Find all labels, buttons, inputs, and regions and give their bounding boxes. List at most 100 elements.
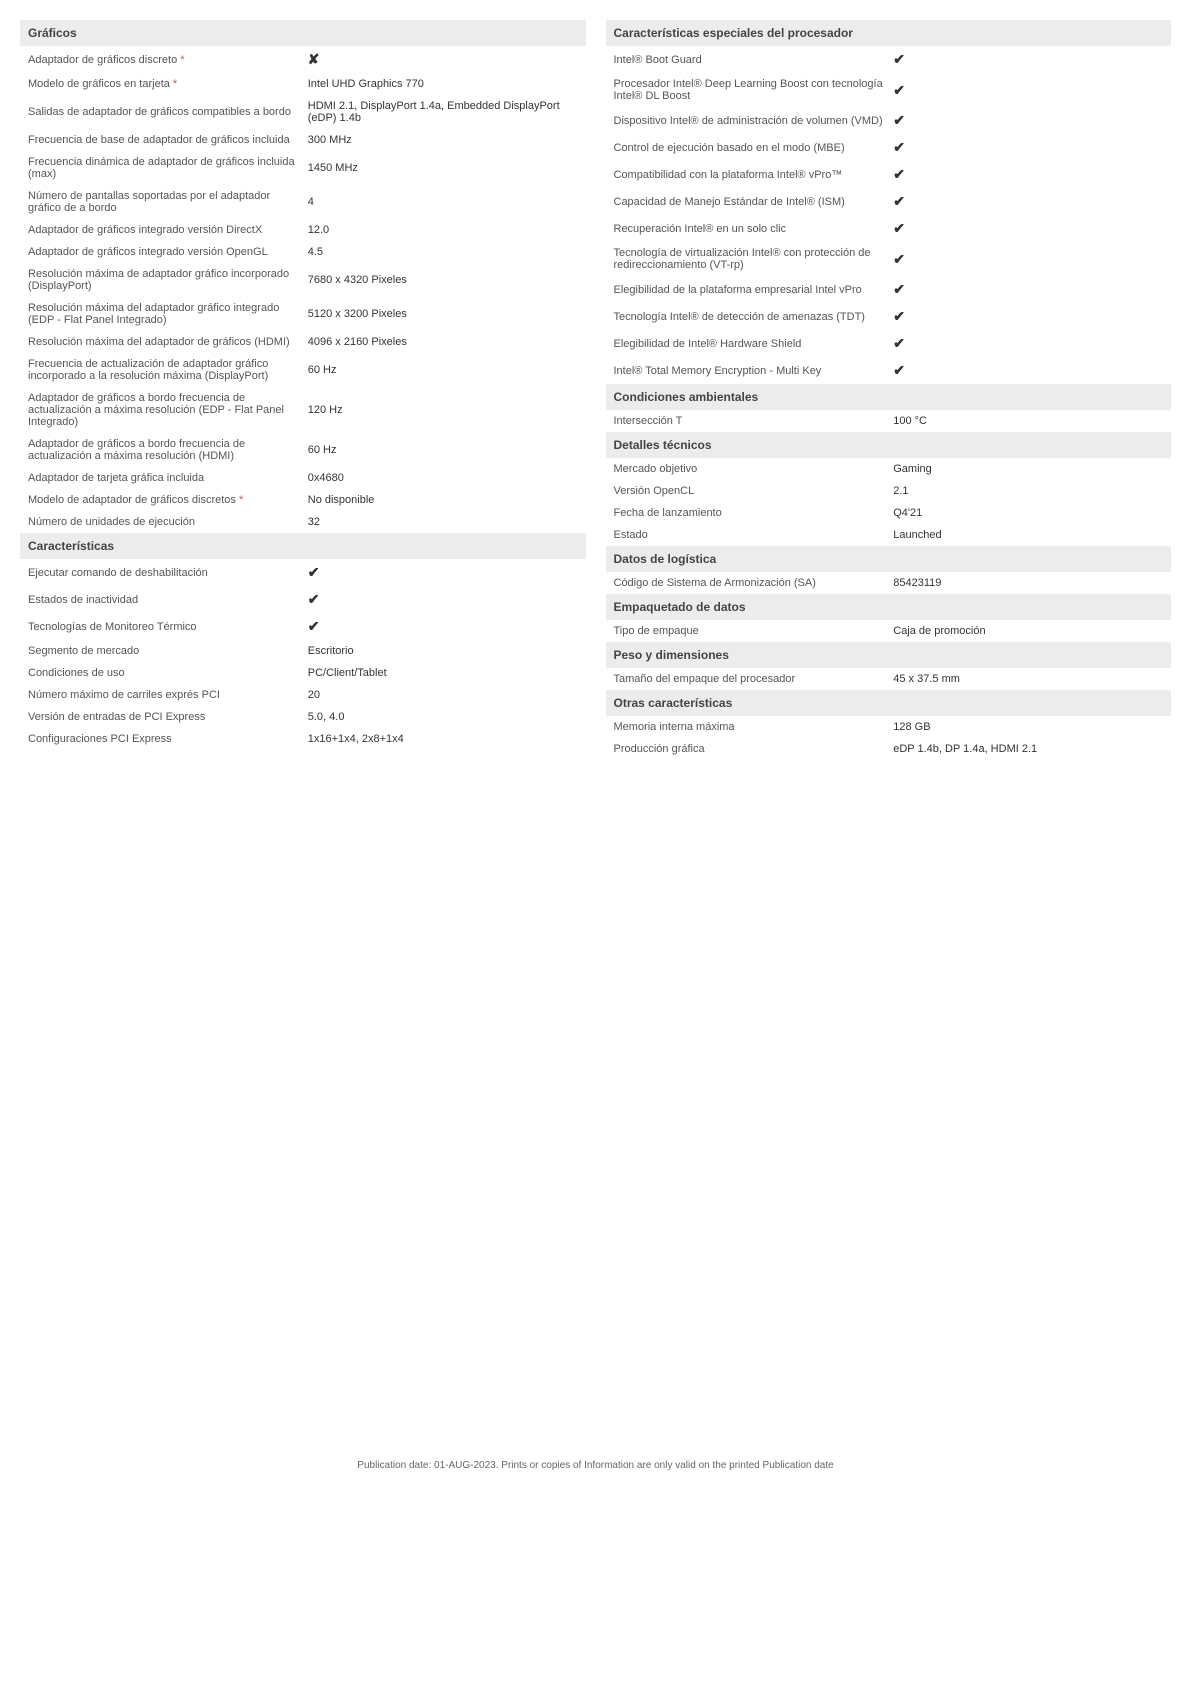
spec-label: Modelo de gráficos en tarjeta *	[28, 78, 308, 90]
spec-value: 300 MHz	[308, 134, 578, 146]
spec-value: Intel UHD Graphics 770	[308, 78, 578, 90]
spec-label: Elegibilidad de la plataforma empresaria…	[614, 284, 894, 296]
spec-row: Recuperación Intel® en un solo clic ✔	[606, 215, 1172, 242]
spec-row: Configuraciones PCI Express 1x16+1x4, 2x…	[20, 728, 586, 750]
spec-value: ✔	[893, 220, 1163, 237]
spec-label: Configuraciones PCI Express	[28, 733, 308, 745]
spec-label: Número de pantallas soportadas por el ad…	[28, 190, 308, 214]
spec-row: Frecuencia dinámica de adaptador de gráf…	[20, 151, 586, 185]
spec-label: Estados de inactividad	[28, 594, 308, 606]
spec-label: Compatibilidad con la plataforma Intel® …	[614, 169, 894, 181]
spec-label: Salidas de adaptador de gráficos compati…	[28, 106, 308, 118]
spec-label: Resolución máxima del adaptador gráfico …	[28, 302, 308, 326]
spec-label: Mercado objetivo	[614, 463, 894, 475]
spec-label: Código de Sistema de Armonización (SA)	[614, 577, 894, 589]
spec-row: Tecnología Intel® de detección de amenaz…	[606, 303, 1172, 330]
spec-value: No disponible	[308, 494, 578, 506]
spec-value: 4.5	[308, 246, 578, 258]
spec-value: ✔	[893, 139, 1163, 156]
spec-label: Adaptador de gráficos discreto *	[28, 54, 308, 66]
spec-row: Versión de entradas de PCI Express 5.0, …	[20, 706, 586, 728]
spec-row: Intel® Total Memory Encryption - Multi K…	[606, 357, 1172, 384]
spec-value: 2.1	[893, 485, 1163, 497]
spec-value: Escritorio	[308, 645, 578, 657]
spec-label: Adaptador de gráficos a bordo frecuencia…	[28, 438, 308, 462]
spec-row: Resolución máxima de adaptador gráfico i…	[20, 263, 586, 297]
spec-row: Adaptador de gráficos a bordo frecuencia…	[20, 387, 586, 433]
spec-row: Adaptador de gráficos a bordo frecuencia…	[20, 433, 586, 467]
spec-label: Intersección T	[614, 415, 894, 427]
spec-row: Condiciones de uso PC/Client/Tablet	[20, 662, 586, 684]
section-header: Gráficos	[20, 20, 586, 46]
spec-value: ✔	[893, 251, 1163, 268]
spec-row: Frecuencia de actualización de adaptador…	[20, 353, 586, 387]
spec-label: Versión de entradas de PCI Express	[28, 711, 308, 723]
spec-value: 1x16+1x4, 2x8+1x4	[308, 733, 578, 745]
spec-value: 85423119	[893, 577, 1163, 589]
spec-row: Adaptador de gráficos integrado versión …	[20, 241, 586, 263]
spec-value: 120 Hz	[308, 404, 578, 416]
spec-row: Tamaño del empaque del procesador 45 x 3…	[606, 668, 1172, 690]
section-header: Detalles técnicos	[606, 432, 1172, 458]
spec-row: Tecnología de virtualización Intel® con …	[606, 242, 1172, 276]
spec-label: Intel® Boot Guard	[614, 54, 894, 66]
spec-value: Launched	[893, 529, 1163, 541]
spec-row: Salidas de adaptador de gráficos compati…	[20, 95, 586, 129]
spec-label: Tamaño del empaque del procesador	[614, 673, 894, 685]
spec-label: Modelo de adaptador de gráficos discreto…	[28, 494, 308, 506]
spec-value: ✘	[308, 51, 578, 68]
spec-value: ✔	[893, 335, 1163, 352]
section-header: Peso y dimensiones	[606, 642, 1172, 668]
spec-value: ✔	[893, 281, 1163, 298]
spec-row: Tipo de empaque Caja de promoción	[606, 620, 1172, 642]
spec-value: 7680 x 4320 Pixeles	[308, 274, 578, 286]
section-header: Condiciones ambientales	[606, 384, 1172, 410]
spec-label: Condiciones de uso	[28, 667, 308, 679]
spec-row: Número de unidades de ejecución 32	[20, 511, 586, 533]
spec-row: Estados de inactividad ✔	[20, 586, 586, 613]
left-column: Gráficos Adaptador de gráficos discreto …	[20, 20, 586, 760]
spec-value: PC/Client/Tablet	[308, 667, 578, 679]
spec-row: Código de Sistema de Armonización (SA) 8…	[606, 572, 1172, 594]
spec-label: Tecnología Intel® de detección de amenaz…	[614, 311, 894, 323]
spec-value: 5120 x 3200 Pixeles	[308, 308, 578, 320]
spec-row: Tecnologías de Monitoreo Térmico ✔	[20, 613, 586, 640]
spec-label: Memoria interna máxima	[614, 721, 894, 733]
spec-row: Capacidad de Manejo Estándar de Intel® (…	[606, 188, 1172, 215]
spec-value: ✔	[893, 166, 1163, 183]
spec-label: Recuperación Intel® en un solo clic	[614, 223, 894, 235]
spec-row: Procesador Intel® Deep Learning Boost co…	[606, 73, 1172, 107]
spec-label: Frecuencia dinámica de adaptador de gráf…	[28, 156, 308, 180]
section-header: Características especiales del procesado…	[606, 20, 1172, 46]
section-header: Empaquetado de datos	[606, 594, 1172, 620]
spec-value: 60 Hz	[308, 444, 578, 456]
spec-row: Adaptador de tarjeta gráfica incluida 0x…	[20, 467, 586, 489]
spec-value: ✔	[308, 564, 578, 581]
section-header: Características	[20, 533, 586, 559]
spec-row: Intel® Boot Guard ✔	[606, 46, 1172, 73]
spec-label: Dispositivo Intel® de administración de …	[614, 115, 894, 127]
spec-row: Número máximo de carriles exprés PCI 20	[20, 684, 586, 706]
spec-value: 20	[308, 689, 578, 701]
spec-row: Elegibilidad de la plataforma empresaria…	[606, 276, 1172, 303]
spec-label: Tipo de empaque	[614, 625, 894, 637]
spec-value: ✔	[893, 193, 1163, 210]
spec-label: Estado	[614, 529, 894, 541]
spec-value: ✔	[893, 362, 1163, 379]
spec-value: HDMI 2.1, DisplayPort 1.4a, Embedded Dis…	[308, 100, 578, 124]
spec-value: Gaming	[893, 463, 1163, 475]
spec-label: Intel® Total Memory Encryption - Multi K…	[614, 365, 894, 377]
main-columns: Gráficos Adaptador de gráficos discreto …	[20, 20, 1171, 760]
spec-label: Versión OpenCL	[614, 485, 894, 497]
spec-row: Mercado objetivo Gaming	[606, 458, 1172, 480]
spec-value: 100 °C	[893, 415, 1163, 427]
spec-label: Control de ejecución basado en el modo (…	[614, 142, 894, 154]
spec-label: Producción gráfica	[614, 743, 894, 755]
spec-row: Dispositivo Intel® de administración de …	[606, 107, 1172, 134]
spec-value: 5.0, 4.0	[308, 711, 578, 723]
footer-text: Publication date: 01-AUG-2023. Prints or…	[20, 1460, 1171, 1471]
spec-row: Estado Launched	[606, 524, 1172, 546]
spec-row: Resolución máxima del adaptador de gráfi…	[20, 331, 586, 353]
spec-row: Segmento de mercado Escritorio	[20, 640, 586, 662]
spec-row: Elegibilidad de Intel® Hardware Shield ✔	[606, 330, 1172, 357]
